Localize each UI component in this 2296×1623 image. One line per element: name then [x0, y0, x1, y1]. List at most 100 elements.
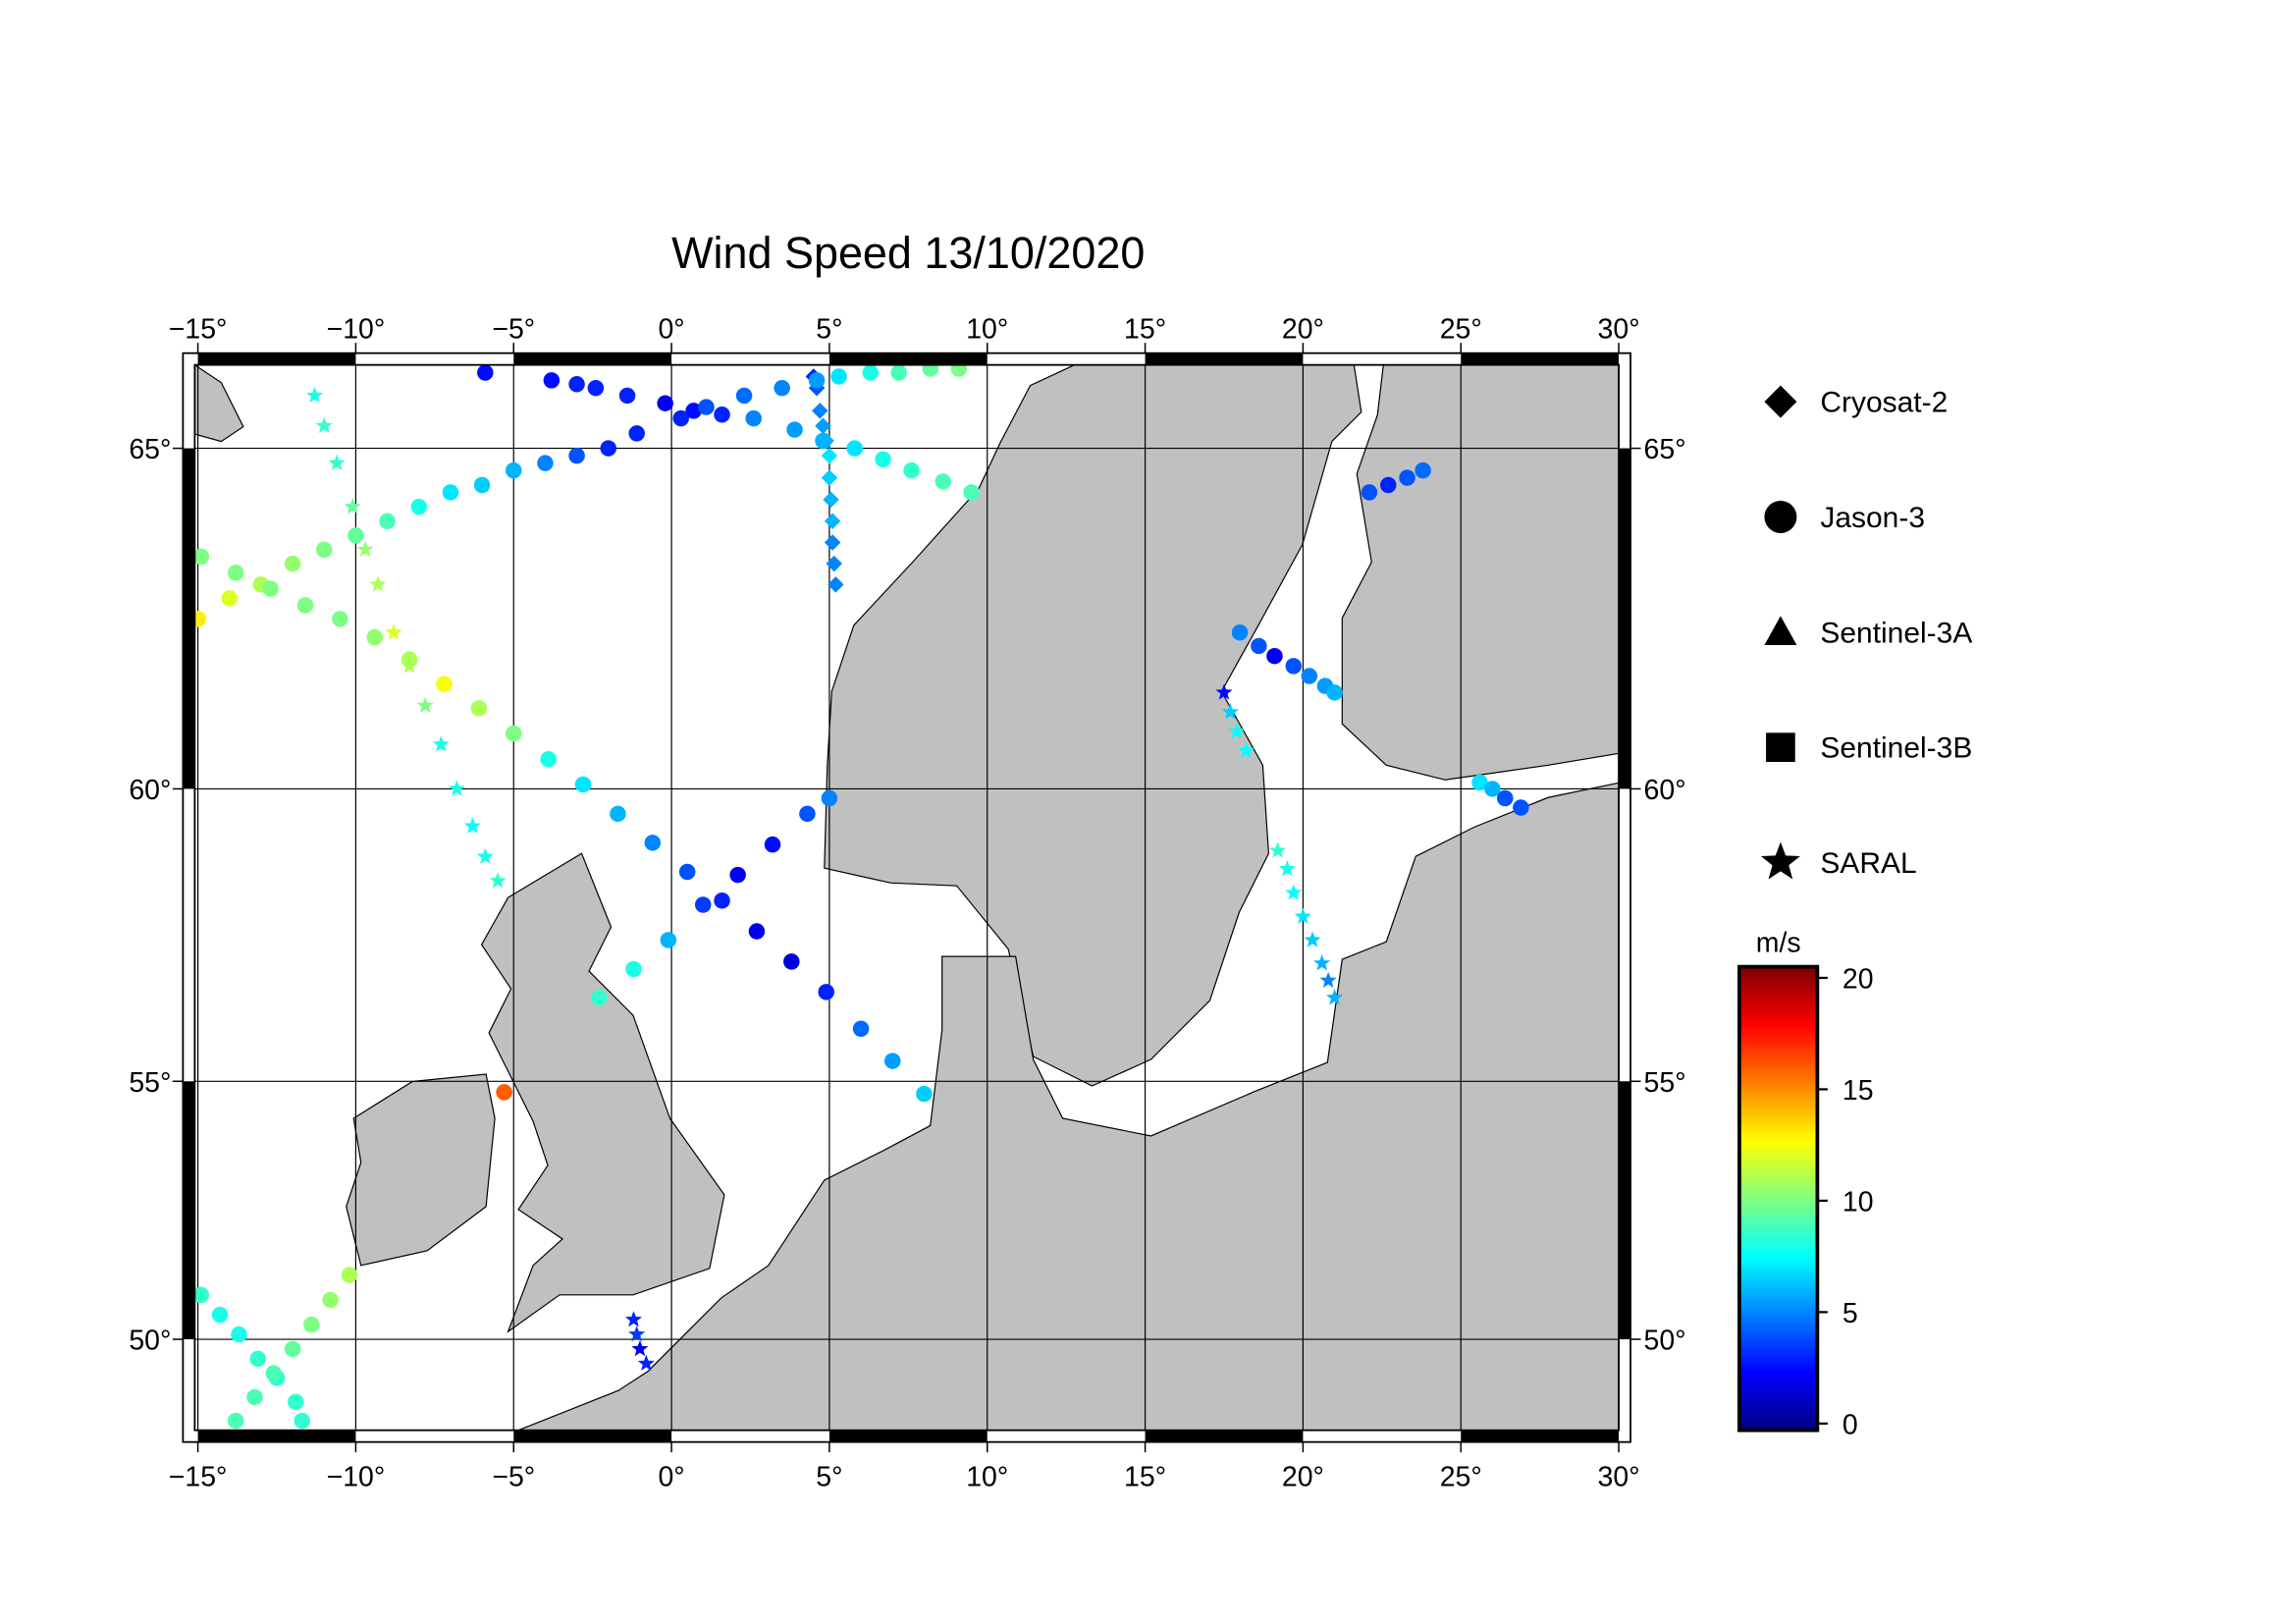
point: [1285, 658, 1302, 675]
colorbar-segment: [1738, 1132, 1818, 1138]
colorbar-segment: [1738, 1376, 1818, 1381]
colorbar-segment: [1738, 1368, 1818, 1374]
point: [568, 447, 585, 464]
colorbar-segment: [1738, 1171, 1818, 1176]
colorbar-segment: [1738, 1024, 1818, 1030]
point: [657, 395, 673, 411]
x-tick-label: −10°: [327, 1462, 386, 1493]
point: [356, 540, 374, 558]
point: [890, 364, 907, 381]
point: [748, 923, 766, 940]
point: [628, 1325, 646, 1342]
point: [246, 1388, 263, 1406]
colorbar-segment: [1738, 1190, 1818, 1196]
colorbar-segment: [1738, 1094, 1818, 1100]
point: [379, 513, 396, 530]
point: [227, 565, 244, 581]
colorbar-segment: [1738, 1221, 1818, 1226]
colorbar-segment: [1738, 1291, 1818, 1296]
point: [862, 364, 879, 381]
colorbar: m/s 0 5 10 15 20: [1737, 928, 1874, 1440]
colorbar-segment: [1738, 1198, 1818, 1204]
point: [1484, 781, 1501, 797]
x-tick-label: 30°: [1598, 314, 1640, 346]
colorbar-segment: [1738, 1287, 1818, 1292]
point: [1215, 683, 1233, 700]
point: [783, 953, 800, 970]
colorbar-segment: [1738, 1148, 1818, 1154]
colorbar-segment: [1738, 1279, 1818, 1284]
point: [963, 484, 980, 501]
point: [221, 590, 239, 607]
x-tick-label: −10°: [327, 314, 386, 346]
colorbar-segment: [1738, 1422, 1818, 1428]
point: [473, 476, 491, 494]
colorbar-segment: [1738, 1217, 1818, 1222]
point: [846, 440, 863, 457]
colorbar-segment: [1738, 1012, 1818, 1018]
colorbar-segment: [1738, 1403, 1818, 1408]
point: [1285, 884, 1303, 900]
legend-marker: [1760, 841, 1800, 880]
point: [249, 1350, 266, 1368]
colorbar-segment: [1738, 1329, 1818, 1335]
point: [1269, 841, 1287, 858]
point: [1231, 623, 1249, 641]
frame-bar: [197, 1430, 356, 1442]
point: [347, 527, 364, 544]
ireland: [346, 1073, 496, 1267]
frame-bar: [828, 352, 988, 365]
colorbar-segment: [1738, 1020, 1818, 1026]
x-tick-label: 10°: [966, 1462, 1008, 1493]
point: [916, 1085, 933, 1103]
point: [1221, 703, 1239, 720]
point: [729, 866, 746, 884]
colorbar-segment: [1738, 1202, 1818, 1208]
point: [631, 1339, 649, 1357]
point: [332, 611, 348, 627]
colorbar-segment: [1738, 1186, 1818, 1192]
colorbar-segment: [1738, 1364, 1818, 1370]
point: [476, 847, 494, 864]
point: [540, 750, 557, 768]
colorbar-segment: [1738, 1028, 1818, 1034]
point: [1313, 954, 1331, 971]
colorbar-segment: [1738, 974, 1818, 980]
point: [824, 513, 841, 530]
x-tick-label: 25°: [1440, 314, 1482, 346]
point: [830, 368, 847, 385]
point: [1237, 741, 1255, 759]
point: [625, 960, 642, 978]
chart-title: Wind Speed 13/10/2020: [671, 228, 1145, 278]
point: [1399, 469, 1415, 486]
colorbar-segment: [1738, 1260, 1818, 1266]
colorbar-segment: [1738, 1407, 1818, 1412]
legend-marker: [1764, 385, 1797, 418]
colorbar-segment: [1738, 1275, 1818, 1281]
colorbar-segment: [1738, 1120, 1818, 1126]
colorbar-segment: [1738, 1210, 1818, 1216]
colorbar-segment: [1738, 990, 1818, 995]
point: [574, 776, 592, 793]
colorbar-segment: [1738, 1001, 1818, 1006]
colorbar-segment: [1738, 1106, 1818, 1110]
point: [1513, 799, 1529, 816]
y-tick-label: 50°: [129, 1325, 171, 1357]
point: [824, 534, 841, 551]
point: [1415, 461, 1431, 479]
y-tick-label: 65°: [129, 434, 171, 465]
tracks: [194, 364, 1529, 1430]
iceland: [194, 364, 244, 443]
x-tick-label: 15°: [1124, 314, 1166, 346]
point: [1497, 789, 1514, 807]
colorbar-tick-label: 20: [1842, 963, 1874, 995]
point: [369, 575, 387, 592]
colorbar-segment: [1738, 1070, 1818, 1076]
colorbar-segment: [1738, 1352, 1818, 1358]
frame-bar: [183, 448, 195, 789]
point: [366, 628, 383, 646]
point: [316, 541, 333, 558]
colorbar-segment: [1738, 1387, 1818, 1393]
point: [506, 725, 522, 742]
colorbar-segment: [1738, 1124, 1818, 1130]
